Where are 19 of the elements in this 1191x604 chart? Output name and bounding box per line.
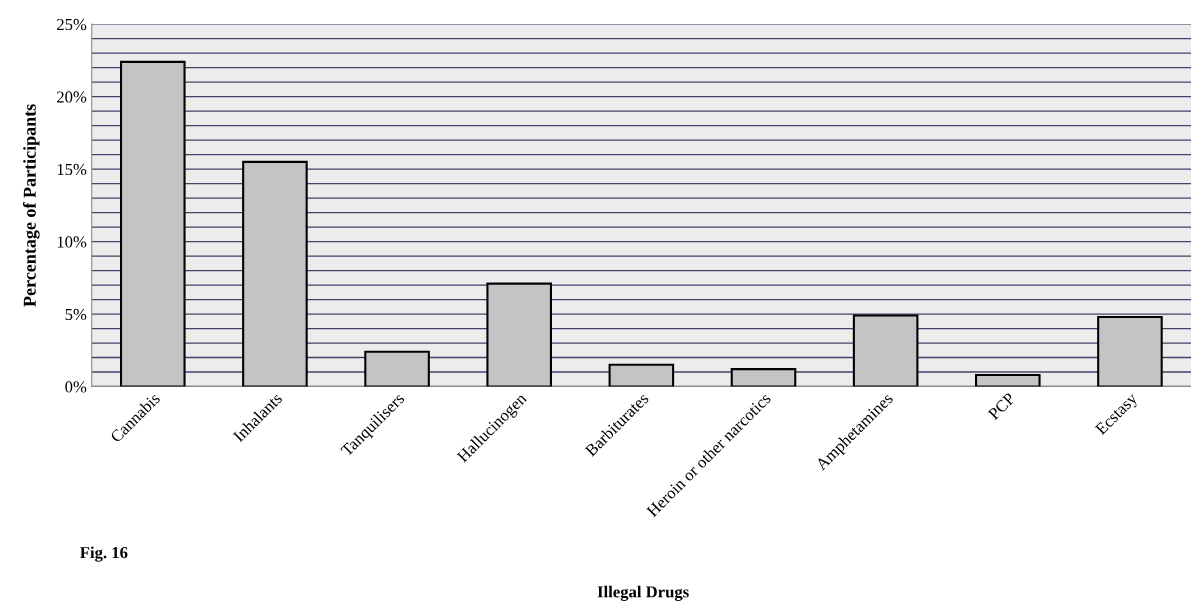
bar [364, 350, 430, 387]
y-tick-label: 20% [57, 91, 87, 103]
bar [974, 373, 1041, 387]
x-tick-label: PCP [987, 392, 1016, 421]
y-tick-label: 5% [65, 308, 87, 321]
bar [119, 60, 186, 387]
bar [608, 363, 675, 387]
bar [1097, 315, 1163, 387]
caption: Fig. 16 [80, 546, 128, 562]
x-axis-title: Illegal Drugs [597, 585, 689, 601]
bar [730, 368, 797, 387]
bar [852, 314, 919, 387]
y-tick-label: 25% [57, 18, 87, 31]
y-axis-title: Percentage of Participants [22, 104, 40, 307]
y-tick-label: 10% [57, 236, 87, 248]
y-tick-label: 0% [65, 381, 87, 393]
y-tick-label: 15% [57, 163, 87, 176]
bar [242, 160, 308, 387]
bar [486, 282, 553, 387]
